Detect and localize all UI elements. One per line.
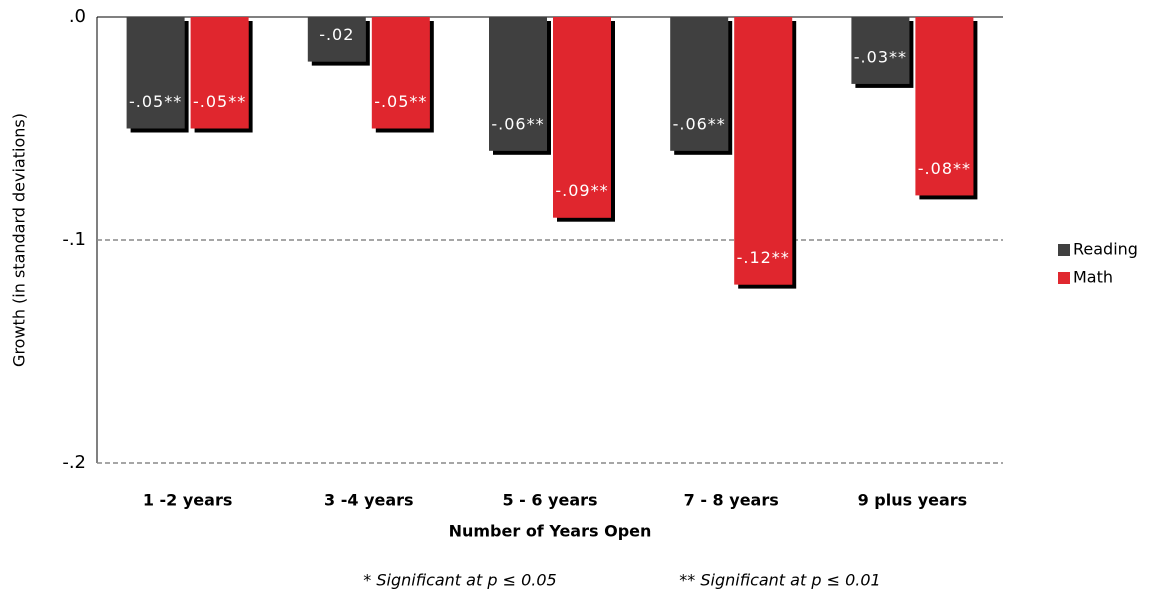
data-label: -.05** (374, 92, 427, 111)
data-label: -.09** (555, 181, 608, 200)
y-tick-label: -.2 (62, 452, 86, 473)
x-tick-label: 3 -4 years (324, 491, 414, 510)
x-tick-label: 7 - 8 years (684, 491, 779, 510)
bar (553, 17, 611, 218)
x-tick-label: 9 plus years (858, 491, 968, 510)
bar (734, 17, 793, 285)
legend-swatch (1058, 272, 1070, 284)
data-label: -.06** (491, 114, 544, 133)
bar (670, 17, 729, 151)
y-tick-label: .0 (69, 6, 86, 27)
x-tick-label: 1 -2 years (143, 491, 233, 510)
x-axis-title: Number of Years Open (449, 522, 652, 541)
bar (190, 17, 249, 129)
data-label: -.08** (918, 159, 971, 178)
bar (307, 17, 366, 62)
y-axis-title: Growth (in standard deviations) (10, 113, 29, 367)
bar (851, 17, 910, 84)
data-label: -.12** (737, 248, 790, 267)
legend-label: Reading (1073, 240, 1138, 259)
x-tick-label: 5 - 6 years (502, 491, 597, 510)
footnote: * Significant at p ≤ 0.05 (363, 571, 556, 590)
bar (489, 17, 547, 151)
bar (915, 17, 974, 196)
bar (371, 17, 430, 129)
bar (126, 17, 185, 129)
data-label: -.03** (854, 47, 907, 66)
data-label: -.06** (673, 114, 726, 133)
y-tick-label: -.1 (62, 229, 86, 250)
data-label: -.02 (319, 25, 354, 44)
legend-swatch (1058, 244, 1070, 256)
footnote: ** Significant at p ≤ 0.01 (679, 571, 880, 590)
data-label: -.05** (193, 92, 246, 111)
legend-label: Math (1073, 268, 1113, 287)
data-label: -.05** (129, 92, 182, 111)
